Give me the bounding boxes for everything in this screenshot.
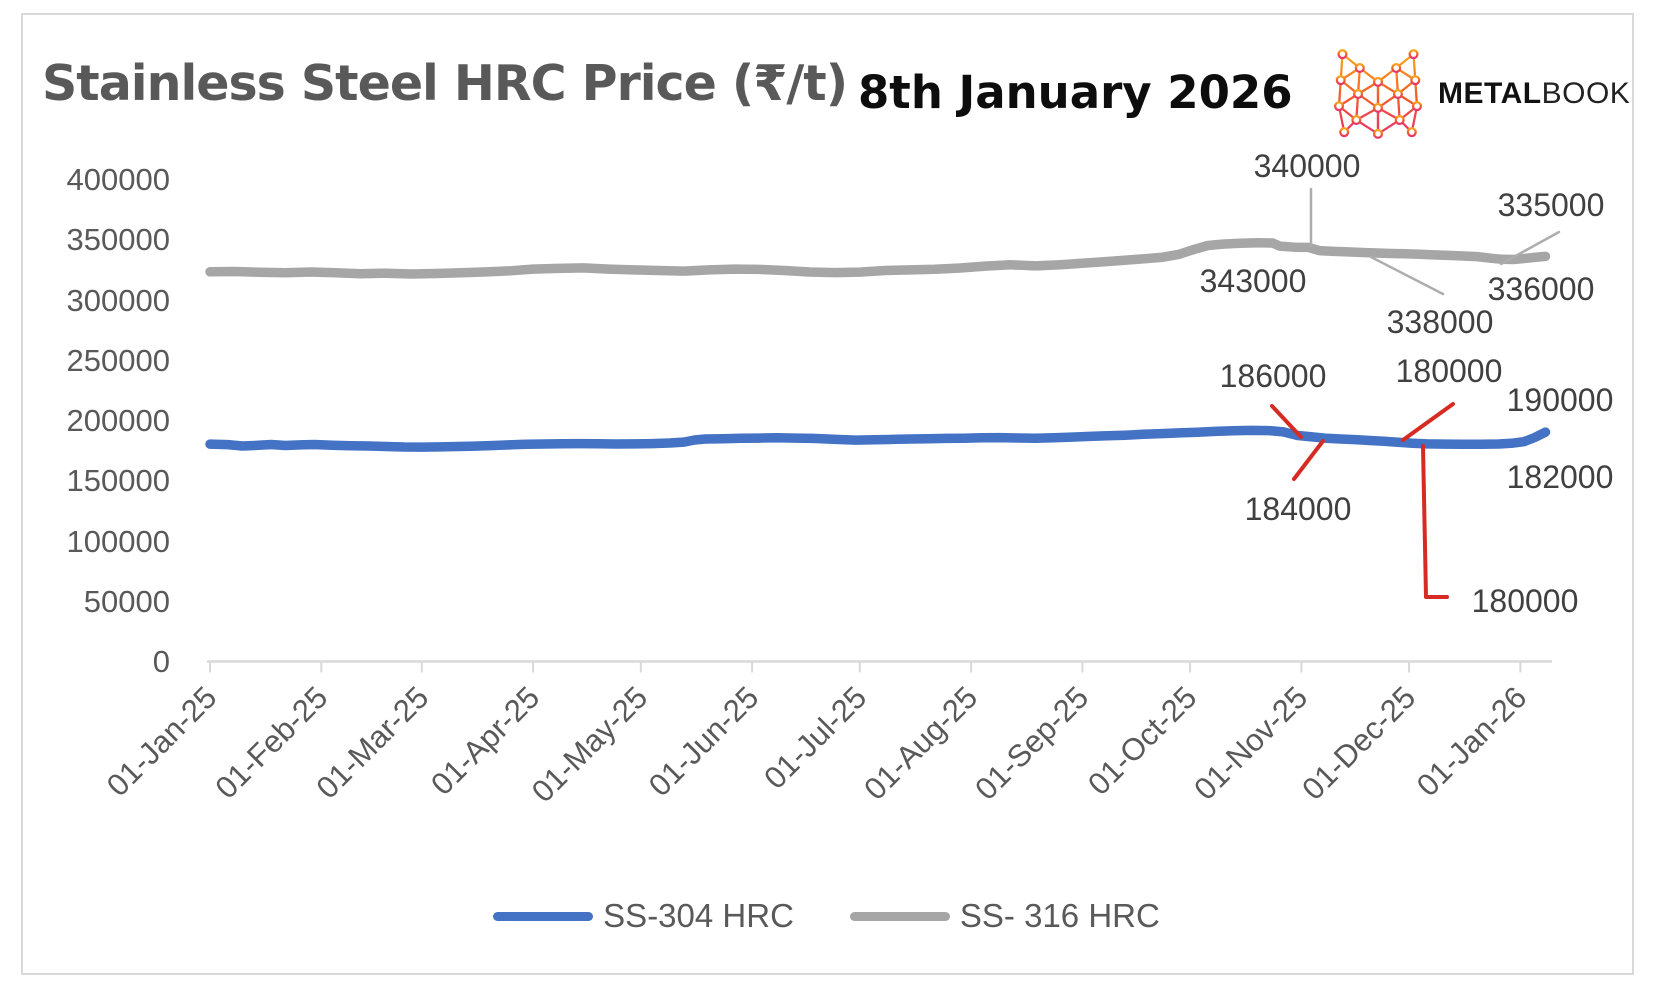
brand-name-book: BOOK xyxy=(1541,77,1631,110)
legend-label: SS-304 HRC xyxy=(603,897,794,934)
callout-ss-304hrc-186000: 186000 xyxy=(1219,358,1327,394)
y-axis-label: 200000 xyxy=(66,403,170,438)
y-axis-label: 100000 xyxy=(66,523,170,559)
callout-ss-304hrc-184000: 184000 xyxy=(1244,491,1352,527)
callout-leader-335000 xyxy=(1499,230,1561,266)
callout-ss-316hrc-340000: 340000 xyxy=(1253,148,1361,184)
callout-ss-304hrc-182000: 182000 xyxy=(1506,459,1614,495)
callout-ss-316hrc-343000: 343000 xyxy=(1199,263,1307,299)
legend-label: SS- 316 HRC xyxy=(959,897,1160,934)
chart-border xyxy=(21,13,1634,975)
series-line-ss-316hrc xyxy=(205,237,1551,279)
callout-ss-316hrc-338000: 338000 xyxy=(1386,304,1494,340)
brand-lockup: METALBOOK xyxy=(1328,42,1630,146)
series-line-ss-304hrc xyxy=(205,425,1551,452)
callout-leader-180000 xyxy=(1421,444,1449,599)
callout-leader-338000 xyxy=(1369,255,1445,296)
y-axis-label: 50000 xyxy=(83,583,170,619)
chart-title: Stainless Steel HRC Price (₹/t) xyxy=(42,55,848,112)
callout-leader-180000 xyxy=(1401,402,1455,442)
y-axis-label: 150000 xyxy=(66,463,170,499)
report-date: 8th January 2026 xyxy=(858,66,1293,119)
y-axis-label: 350000 xyxy=(66,222,170,258)
callout-leader-186000 xyxy=(1270,404,1303,439)
brand-name: METALBOOK xyxy=(1438,77,1630,111)
legend-swatch xyxy=(493,911,594,921)
legend-swatch xyxy=(849,911,950,921)
legend: SS-304 HRC SS- 316 HRC xyxy=(0,897,1653,935)
y-axis-label: 250000 xyxy=(66,342,170,378)
metalbook-logo-icon xyxy=(1333,49,1423,139)
brand-name-metal: METAL xyxy=(1438,77,1542,110)
legend-item-ss-304hrc: SS-304 HRC xyxy=(493,897,794,935)
y-axis-label: 400000 xyxy=(66,162,170,197)
legend-item-ss-316hrc: SS- 316 HRC xyxy=(849,897,1160,935)
callout-ss-304hrc-180000: 180000 xyxy=(1471,583,1579,619)
callout-ss-316hrc-336000: 336000 xyxy=(1487,271,1595,307)
callout-ss-304hrc-190000: 190000 xyxy=(1506,382,1614,418)
y-axis-label: 0 xyxy=(152,644,170,679)
callout-ss-304hrc-180000: 180000 xyxy=(1395,353,1503,389)
callout-leader-184000 xyxy=(1292,439,1325,481)
callout-ss-316hrc-335000: 335000 xyxy=(1497,187,1605,223)
y-axis-label: 300000 xyxy=(66,282,170,318)
